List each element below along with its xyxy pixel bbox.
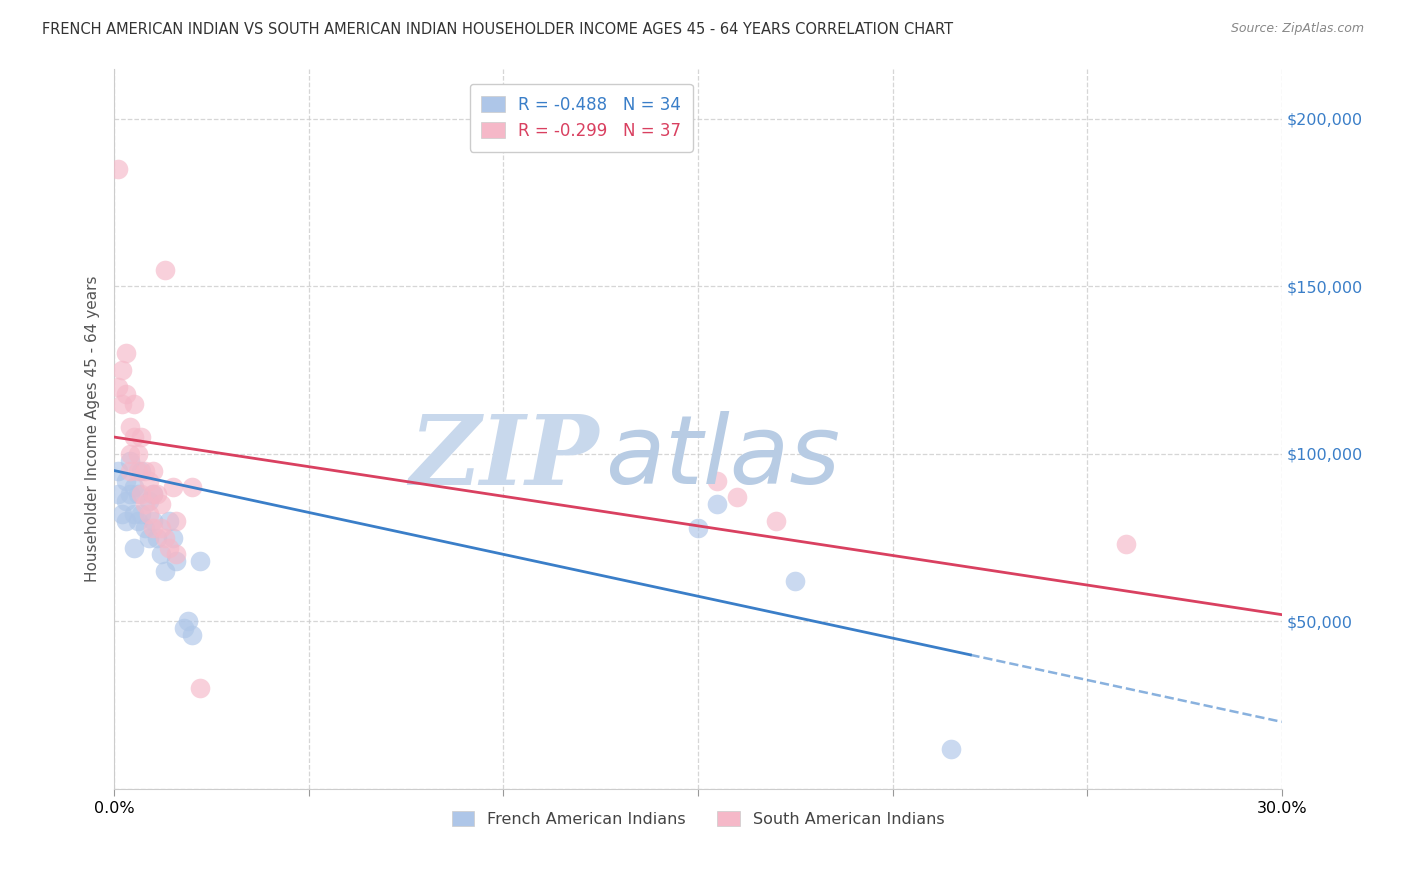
Point bbox=[111, 507, 134, 521]
Point bbox=[149, 547, 172, 561]
Point bbox=[181, 628, 204, 642]
Point bbox=[142, 514, 165, 528]
Point bbox=[131, 430, 153, 444]
Point bbox=[122, 480, 145, 494]
Point bbox=[142, 520, 165, 534]
Point bbox=[127, 447, 149, 461]
Point bbox=[725, 491, 748, 505]
Point bbox=[188, 681, 211, 696]
Point bbox=[181, 480, 204, 494]
Point bbox=[115, 474, 138, 488]
Point bbox=[188, 554, 211, 568]
Point bbox=[149, 520, 172, 534]
Point bbox=[127, 514, 149, 528]
Point bbox=[131, 507, 153, 521]
Point bbox=[166, 547, 188, 561]
Point bbox=[122, 430, 145, 444]
Point bbox=[765, 514, 787, 528]
Point bbox=[122, 396, 145, 410]
Point bbox=[142, 464, 165, 478]
Point bbox=[153, 262, 176, 277]
Point bbox=[131, 487, 153, 501]
Point bbox=[153, 531, 176, 545]
Point bbox=[706, 497, 728, 511]
Point bbox=[107, 464, 129, 478]
Point bbox=[118, 453, 141, 467]
Text: atlas: atlas bbox=[605, 411, 839, 504]
Point bbox=[162, 531, 184, 545]
Point bbox=[686, 520, 709, 534]
Point bbox=[107, 162, 129, 177]
Text: ZIP: ZIP bbox=[409, 410, 599, 505]
Point bbox=[157, 541, 180, 555]
Point bbox=[118, 464, 141, 478]
Point bbox=[111, 396, 134, 410]
Point bbox=[122, 541, 145, 555]
Point bbox=[166, 514, 188, 528]
Point bbox=[166, 554, 188, 568]
Point bbox=[785, 574, 807, 589]
Point bbox=[177, 615, 200, 629]
Point bbox=[138, 474, 160, 488]
Point bbox=[127, 464, 149, 478]
Point bbox=[146, 531, 169, 545]
Point bbox=[134, 464, 156, 478]
Point bbox=[134, 520, 156, 534]
Y-axis label: Householder Income Ages 45 - 64 years: Householder Income Ages 45 - 64 years bbox=[86, 276, 100, 582]
Point bbox=[111, 363, 134, 377]
Point bbox=[138, 493, 160, 508]
Point bbox=[118, 420, 141, 434]
Point bbox=[115, 514, 138, 528]
Point bbox=[134, 497, 156, 511]
Point bbox=[138, 531, 160, 545]
Point bbox=[115, 386, 138, 401]
Point bbox=[107, 380, 129, 394]
Point bbox=[142, 487, 165, 501]
Point bbox=[162, 480, 184, 494]
Point bbox=[706, 474, 728, 488]
Point bbox=[157, 514, 180, 528]
Point bbox=[115, 493, 138, 508]
Legend: French American Indians, South American Indians: French American Indians, South American … bbox=[444, 803, 952, 835]
Point bbox=[939, 741, 962, 756]
Point bbox=[142, 487, 165, 501]
Point bbox=[146, 487, 169, 501]
Point bbox=[127, 487, 149, 501]
Point bbox=[1115, 537, 1137, 551]
Point bbox=[107, 487, 129, 501]
Point bbox=[138, 507, 160, 521]
Text: FRENCH AMERICAN INDIAN VS SOUTH AMERICAN INDIAN HOUSEHOLDER INCOME AGES 45 - 64 : FRENCH AMERICAN INDIAN VS SOUTH AMERICAN… bbox=[42, 22, 953, 37]
Point bbox=[118, 447, 141, 461]
Point bbox=[173, 621, 195, 635]
Text: Source: ZipAtlas.com: Source: ZipAtlas.com bbox=[1230, 22, 1364, 36]
Point bbox=[118, 487, 141, 501]
Point bbox=[122, 507, 145, 521]
Point bbox=[153, 564, 176, 578]
Point bbox=[115, 346, 138, 360]
Point bbox=[149, 497, 172, 511]
Point bbox=[131, 464, 153, 478]
